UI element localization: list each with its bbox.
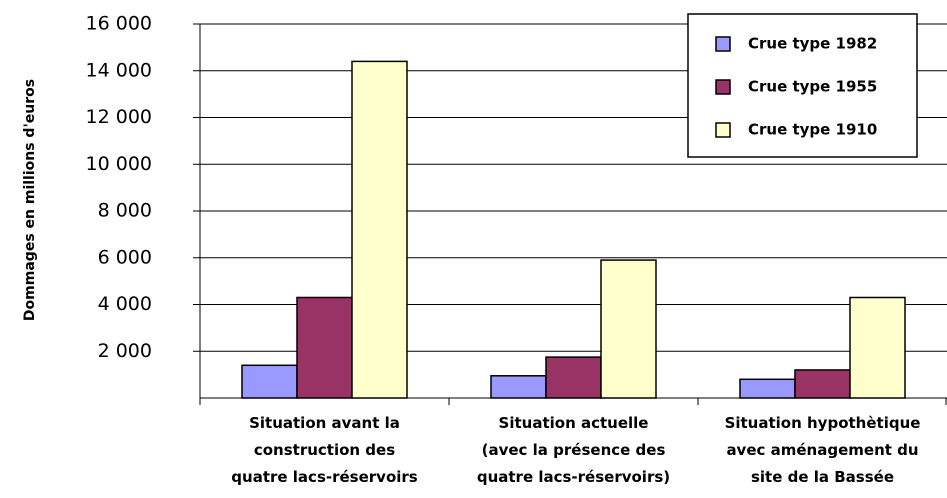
y-tick-label: 12 000 [86,106,152,128]
bar [241,364,298,399]
bar [600,259,657,399]
x-tick-label: Situation avant la construction des quat… [231,414,418,486]
y-tick-label: 10 000 [86,153,152,175]
legend-swatch [715,122,731,138]
y-axis-label: Dommages en millions d'euros [22,79,38,321]
y-tick-label: 4 000 [98,293,152,315]
bar [739,378,796,399]
legend-label: Crue type 1910 [748,121,877,139]
bar [849,296,906,399]
legend-label: Crue type 1982 [748,35,877,53]
bar [545,356,602,399]
y-tick-label: 8 000 [98,200,152,222]
x-tick-label: Situation hypothètique avec aménagement … [724,414,921,486]
y-tick-label: 6 000 [98,246,152,268]
legend-swatch [715,79,731,95]
y-tick-label: 16 000 [86,13,152,35]
bar [794,369,851,399]
legend-swatch [715,36,731,52]
bar [351,60,408,399]
bar [296,296,353,399]
x-tick-label: Situation actuelle (avec la présence des… [476,414,671,486]
y-tick-label: 14 000 [86,59,152,81]
bar [490,375,547,399]
y-tick-label: 2 000 [98,340,152,362]
legend-label: Crue type 1955 [748,78,877,96]
